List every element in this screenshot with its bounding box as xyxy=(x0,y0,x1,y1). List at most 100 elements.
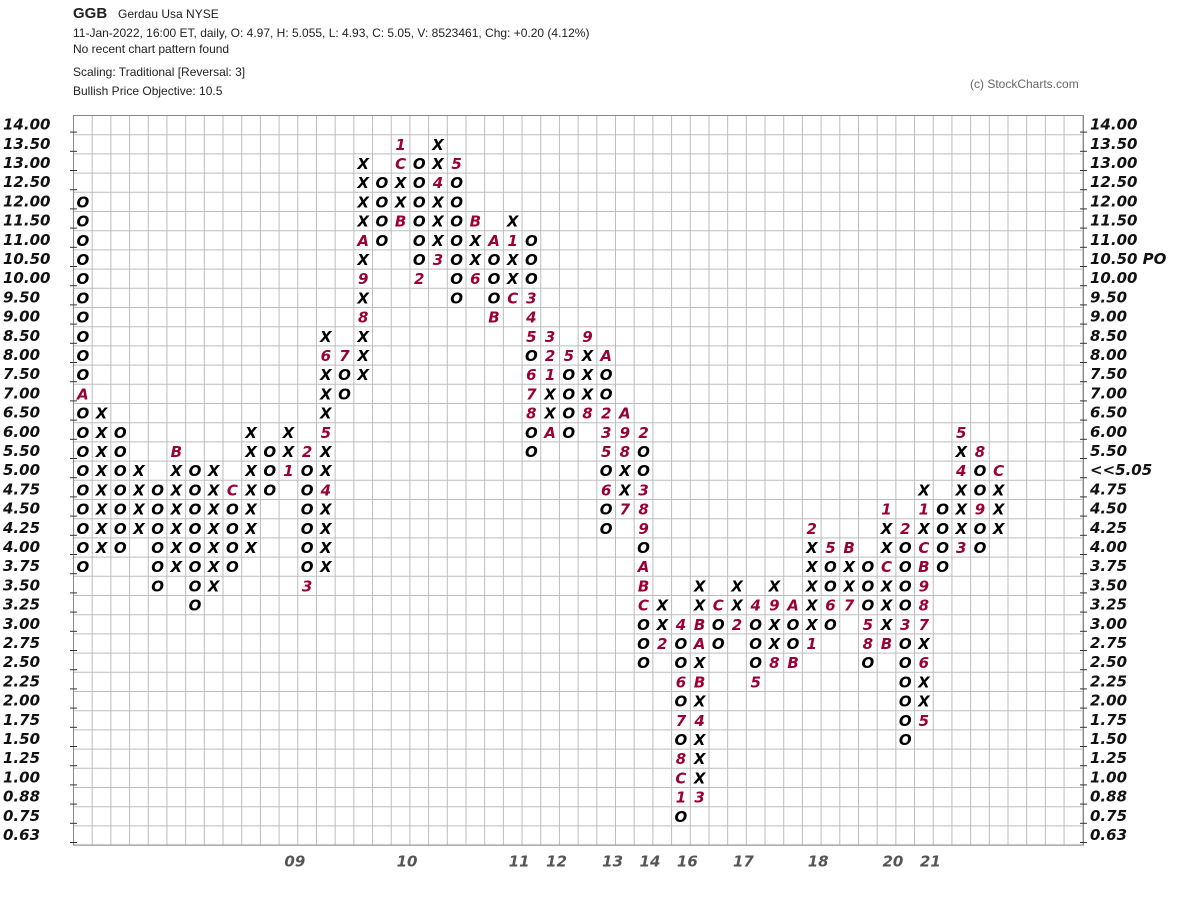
box-symbol: X xyxy=(805,616,819,634)
box-symbol: O xyxy=(226,501,239,519)
box-symbol: O xyxy=(189,501,202,519)
box-symbol: O xyxy=(450,251,463,269)
box-symbol: X xyxy=(132,501,146,519)
y-tick-label-right: 1.50 xyxy=(1090,730,1127,748)
box-symbol: X xyxy=(319,385,333,403)
y-tick-label-right: 10.00 xyxy=(1090,269,1137,287)
month-marker: 6 xyxy=(825,597,835,615)
year-label: 20 xyxy=(883,853,904,871)
year-label: 18 xyxy=(808,853,829,871)
box-symbol: O xyxy=(76,366,89,384)
month-marker: 3 xyxy=(433,251,443,269)
pattern: No recent chart pattern found xyxy=(73,42,229,56)
box-symbol: O xyxy=(376,213,389,231)
month-marker: 7 xyxy=(526,385,537,403)
box-symbol: O xyxy=(675,693,688,711)
box-symbol: O xyxy=(675,731,688,749)
month-marker: 7 xyxy=(844,597,855,615)
box-symbol: X xyxy=(356,251,370,269)
y-tick-label-right: 14.00 xyxy=(1090,116,1137,134)
box-symbol: O xyxy=(899,712,912,730)
y-tick-label-right: 0.63 xyxy=(1090,826,1127,844)
box-symbol: O xyxy=(114,424,127,442)
box-symbol: O xyxy=(413,213,426,231)
y-tick-label: 3.75 xyxy=(3,557,40,575)
year-label: 14 xyxy=(640,853,661,871)
box-symbol: X xyxy=(207,481,221,499)
month-marker: 2 xyxy=(807,520,817,538)
y-tick-label-right: 7.00 xyxy=(1090,384,1127,402)
box-symbol: O xyxy=(338,366,351,384)
objective: Bullish Price Objective: 10.5 xyxy=(73,84,223,98)
month-marker: 2 xyxy=(545,347,555,365)
box-symbol: X xyxy=(730,577,744,595)
box-symbol: O xyxy=(151,481,164,499)
y-tick-label-right: 6.00 xyxy=(1090,423,1127,441)
year-label: 17 xyxy=(733,853,754,871)
y-tick-label: 2.50 xyxy=(3,653,40,671)
month-marker: A xyxy=(693,635,706,653)
box-symbol: O xyxy=(936,501,949,519)
box-symbol: O xyxy=(712,635,725,653)
box-symbol: O xyxy=(301,462,314,480)
month-marker: 4 xyxy=(749,597,760,615)
box-symbol: O xyxy=(114,443,127,461)
box-symbol: O xyxy=(76,539,89,557)
box-symbol: X xyxy=(319,462,333,480)
month-marker: 6 xyxy=(470,270,480,288)
box-symbol: X xyxy=(693,597,707,615)
box-symbol: O xyxy=(76,251,89,269)
box-symbol: O xyxy=(525,424,538,442)
y-tick-label: 6.00 xyxy=(3,423,40,441)
box-symbol: X xyxy=(207,520,221,538)
box-symbol: O xyxy=(637,616,650,634)
month-marker: 8 xyxy=(526,405,536,423)
y-tick-label-right: 3.25 xyxy=(1090,596,1127,614)
y-tick-label-right: 12.50 xyxy=(1090,173,1137,191)
month-marker: A xyxy=(76,385,89,403)
plot-frame xyxy=(73,115,1084,846)
month-marker: 2 xyxy=(657,635,667,653)
y-tick-label: 8.00 xyxy=(3,346,40,364)
month-marker: 5 xyxy=(750,673,760,691)
box-symbol: X xyxy=(282,443,296,461)
box-symbol: O xyxy=(450,213,463,231)
box-symbol: X xyxy=(917,481,931,499)
box-symbol: X xyxy=(244,501,258,519)
box-symbol: X xyxy=(618,462,632,480)
month-marker: 4 xyxy=(955,462,966,480)
month-marker: A xyxy=(356,232,369,250)
box-symbol: O xyxy=(600,462,613,480)
box-symbol: O xyxy=(974,539,987,557)
y-tick-label: 11.00 xyxy=(3,231,50,249)
month-marker: 1 xyxy=(545,366,555,384)
box-symbol: O xyxy=(936,539,949,557)
box-symbol: O xyxy=(301,539,314,557)
y-tick-label: 2.00 xyxy=(3,692,40,710)
box-symbol: O xyxy=(899,558,912,576)
box-symbol: X xyxy=(655,616,669,634)
box-symbol: X xyxy=(693,769,707,787)
box-symbol: X xyxy=(693,693,707,711)
box-symbol: O xyxy=(189,520,202,538)
box-symbol: O xyxy=(76,558,89,576)
box-symbol: O xyxy=(189,539,202,557)
box-symbol: X xyxy=(880,577,894,595)
box-symbol: O xyxy=(226,558,239,576)
box-symbol: X xyxy=(693,731,707,749)
month-marker: 9 xyxy=(582,328,592,346)
month-marker: 9 xyxy=(919,577,929,595)
y-tick-label-right: 6.50 xyxy=(1090,404,1127,422)
month-marker: 3 xyxy=(545,328,555,346)
month-marker: 9 xyxy=(769,597,779,615)
box-symbol: O xyxy=(76,232,89,250)
box-symbol: O xyxy=(974,462,987,480)
box-symbol: X xyxy=(207,539,221,557)
box-symbol: O xyxy=(301,481,314,499)
month-marker: 5 xyxy=(321,424,331,442)
box-symbol: O xyxy=(562,424,575,442)
y-tick-label-right: 4.75 xyxy=(1089,480,1127,498)
box-symbol: O xyxy=(936,558,949,576)
month-marker: 6 xyxy=(526,366,536,384)
month-marker: 3 xyxy=(302,577,312,595)
